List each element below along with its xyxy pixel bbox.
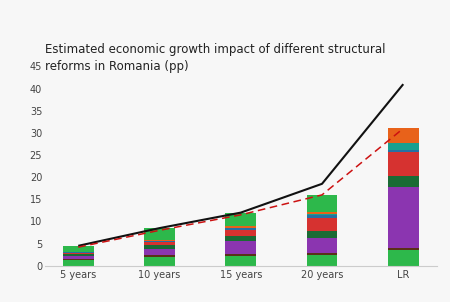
Bar [63,260,94,266]
Bar [388,143,418,150]
Bar [306,216,338,218]
Bar [63,259,94,260]
Bar [388,250,418,266]
Bar [225,255,256,256]
Bar [63,246,94,252]
Bar [225,256,256,266]
Bar [144,228,175,240]
Bar [306,218,338,231]
Text: Estimated economic growth impact of different structural
reforms in Romania (pp): Estimated economic growth impact of diff… [45,43,386,72]
Bar [388,176,418,187]
Bar [306,211,338,214]
Bar [306,214,338,216]
Bar [144,255,175,257]
Bar [144,245,175,249]
Bar [388,187,418,248]
Bar [306,238,338,253]
Bar [225,241,256,255]
Bar [144,242,175,245]
Bar [144,241,175,242]
Bar [144,240,175,241]
Bar [306,195,338,211]
Bar [63,253,94,255]
Bar [388,152,418,176]
Bar [63,256,94,259]
Bar [225,228,256,230]
Bar [144,257,175,266]
Bar [388,150,418,152]
Bar [225,213,256,226]
Bar [225,226,256,228]
Bar [63,252,94,253]
Bar [388,127,418,143]
Bar [388,248,418,250]
Bar [306,255,338,266]
Bar [144,249,175,255]
Bar [306,231,338,238]
Bar [225,236,256,241]
Bar [225,230,256,236]
Bar [306,253,338,255]
Bar [63,255,94,256]
